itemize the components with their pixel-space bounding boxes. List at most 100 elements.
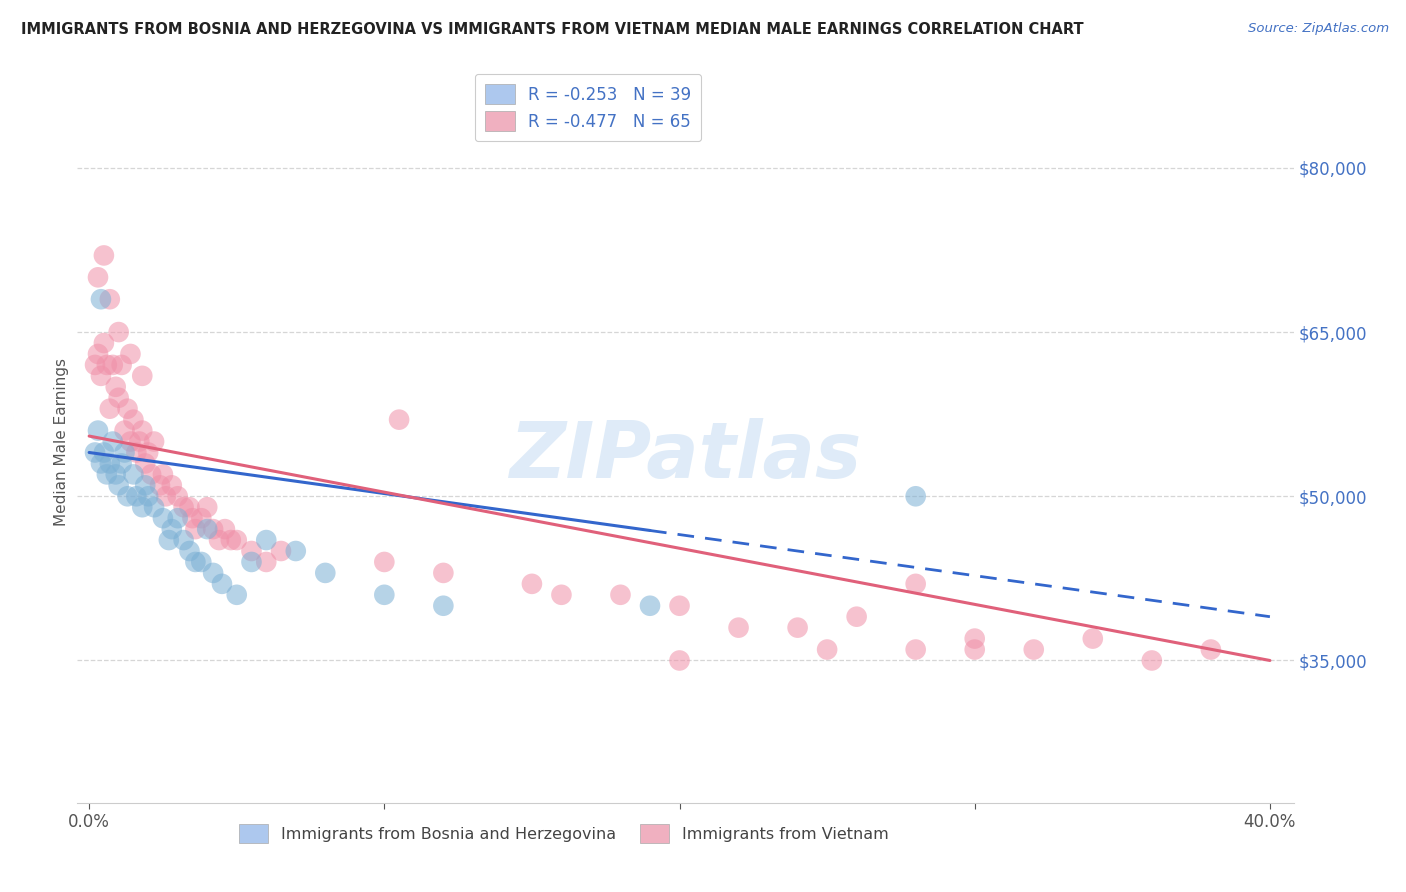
Point (520, 577, 543, 591)
Point (110, 457, 132, 471)
Point (1022, 642, 1045, 657)
Point (195, 500, 218, 515)
Point (668, 653, 690, 667)
Point (87, 347, 110, 361)
Point (208, 533, 231, 547)
Point (190, 555, 212, 569)
Text: IMMIGRANTS FROM BOSNIA AND HERZEGOVINA VS IMMIGRANTS FROM VIETNAM MEDIAN MALE EA: IMMIGRANTS FROM BOSNIA AND HERZEGOVINA V… (21, 22, 1084, 37)
Point (96, 358, 118, 372)
Point (136, 489, 159, 503)
Point (179, 500, 201, 515)
Point (727, 621, 749, 635)
Point (904, 577, 927, 591)
Point (131, 500, 153, 515)
Point (181, 511, 204, 525)
Point (117, 489, 139, 503)
Point (131, 368, 153, 383)
Point (184, 555, 207, 569)
Point (1199, 642, 1222, 657)
Point (190, 511, 212, 525)
Point (143, 500, 166, 515)
Point (93, 445, 115, 459)
Point (110, 358, 132, 372)
Point (173, 533, 195, 547)
Point (786, 621, 808, 635)
Point (668, 599, 690, 613)
Point (149, 478, 172, 492)
Point (184, 522, 207, 536)
Point (98, 401, 121, 416)
Point (131, 424, 153, 438)
Point (254, 555, 277, 569)
Point (114, 445, 136, 459)
Point (202, 566, 225, 580)
Point (84, 445, 107, 459)
Point (160, 478, 183, 492)
Point (179, 544, 201, 558)
Point (152, 511, 174, 525)
Point (122, 412, 145, 426)
Point (107, 478, 129, 492)
Point (87, 270, 110, 285)
Point (90, 457, 112, 471)
Point (904, 642, 927, 657)
Point (90, 292, 112, 306)
Point (134, 478, 156, 492)
Point (195, 522, 218, 536)
Point (1140, 653, 1163, 667)
Point (373, 555, 395, 569)
Point (609, 588, 631, 602)
Point (202, 522, 225, 536)
Point (120, 434, 142, 449)
Point (388, 412, 411, 426)
Point (904, 489, 927, 503)
Point (128, 434, 150, 449)
Point (160, 522, 183, 536)
Point (225, 533, 247, 547)
Point (166, 511, 188, 525)
Point (254, 533, 277, 547)
Point (117, 401, 139, 416)
Point (93, 248, 115, 262)
Point (550, 588, 572, 602)
Text: ZIPatlas: ZIPatlas (509, 418, 862, 494)
Point (96, 467, 118, 482)
Y-axis label: Median Male Earnings: Median Male Earnings (53, 358, 69, 525)
Point (84, 358, 107, 372)
Point (219, 533, 242, 547)
Point (173, 500, 195, 515)
Point (120, 347, 142, 361)
Point (155, 489, 177, 503)
Point (845, 609, 868, 624)
Point (432, 566, 454, 580)
Point (134, 457, 156, 471)
Point (101, 434, 124, 449)
Point (104, 380, 127, 394)
Point (122, 467, 145, 482)
Point (152, 467, 174, 482)
Text: Source: ZipAtlas.com: Source: ZipAtlas.com (1249, 22, 1389, 36)
Point (136, 445, 159, 459)
Point (240, 544, 263, 558)
Point (211, 577, 233, 591)
Point (157, 533, 180, 547)
Point (98, 292, 121, 306)
Point (284, 544, 307, 558)
Point (225, 588, 247, 602)
Point (90, 368, 112, 383)
Point (93, 336, 115, 351)
Point (166, 489, 188, 503)
Point (114, 424, 136, 438)
Point (107, 391, 129, 405)
Point (101, 358, 124, 372)
Point (1081, 632, 1104, 646)
Point (107, 325, 129, 339)
Point (104, 467, 127, 482)
Legend: Immigrants from Bosnia and Herzegovina, Immigrants from Vietnam: Immigrants from Bosnia and Herzegovina, … (233, 818, 894, 849)
Point (373, 588, 395, 602)
Point (87, 424, 110, 438)
Point (270, 544, 292, 558)
Point (98, 457, 121, 471)
Point (314, 566, 336, 580)
Point (214, 522, 236, 536)
